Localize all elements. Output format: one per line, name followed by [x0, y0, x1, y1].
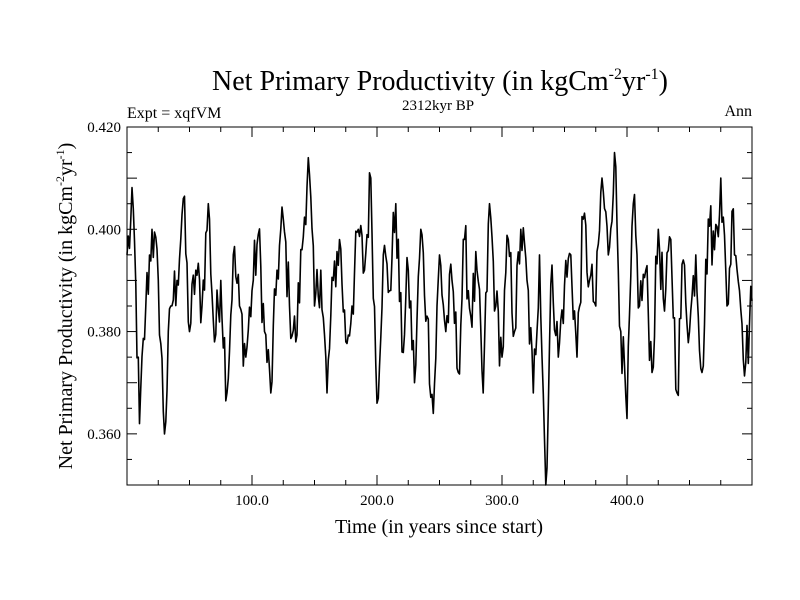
- y-tick-label: 0.380: [87, 325, 121, 341]
- series-line-npp: [126, 151, 753, 486]
- experiment-label: Expt = xqfVM: [127, 105, 221, 122]
- y-tick-label: 0.360: [87, 427, 121, 443]
- y-axis: 0.360 0.380 0.400 0.420: [87, 120, 752, 460]
- y-tick-label: 0.420: [87, 120, 121, 136]
- y-tick-label: 0.400: [87, 222, 121, 238]
- x-tick-label: 300.0: [485, 493, 519, 509]
- x-tick-label: 200.0: [360, 493, 394, 509]
- x-axis: 100.0 200.0 300.0 400.0: [157, 127, 722, 509]
- season-label: Ann: [724, 103, 752, 120]
- x-tick-label: 400.0: [610, 493, 644, 509]
- x-tick-label: 100.0: [235, 493, 269, 509]
- y-axis-title: Net Primary Productivity (in kgCm-2yr-1): [53, 143, 77, 470]
- x-axis-title: Time (in years since start): [335, 516, 543, 538]
- chart-title: Net Primary Productivity (in kgCm-2yr-1): [212, 66, 668, 97]
- chart-subtitle: 2312kyr BP: [402, 98, 474, 114]
